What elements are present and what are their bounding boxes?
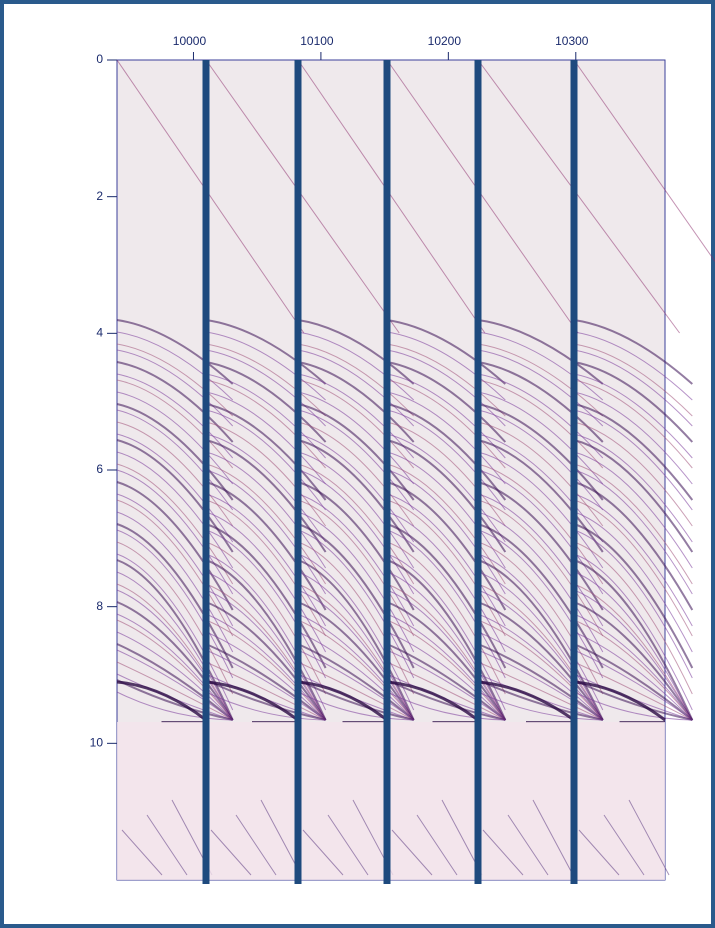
- y-tick-label: 6: [96, 462, 103, 476]
- shot-separator: [384, 60, 391, 884]
- shot-separator: [203, 60, 210, 884]
- noise: [478, 722, 574, 880]
- x-tick-label: 10100: [300, 34, 334, 48]
- noise: [206, 722, 298, 880]
- noise: [387, 722, 478, 880]
- y-tick-label: 4: [96, 326, 103, 340]
- y-tick-label: 10: [90, 736, 104, 750]
- noise: [298, 722, 387, 880]
- chart: 0 2 4 6 8 10 10000 10100 10200 10300: [0, 0, 715, 928]
- x-tick-label: 10200: [428, 34, 462, 48]
- noise: [117, 722, 206, 880]
- noise: [574, 722, 665, 880]
- x-tick-label: 10300: [555, 34, 589, 48]
- shot-separator: [571, 60, 578, 884]
- shot-separator: [295, 60, 302, 884]
- y-tick-label: 8: [96, 599, 103, 613]
- y-tick-label: 2: [96, 189, 103, 203]
- y-tick-label: 0: [96, 52, 103, 66]
- shot-separator: [475, 60, 482, 884]
- x-tick-label: 10000: [173, 34, 207, 48]
